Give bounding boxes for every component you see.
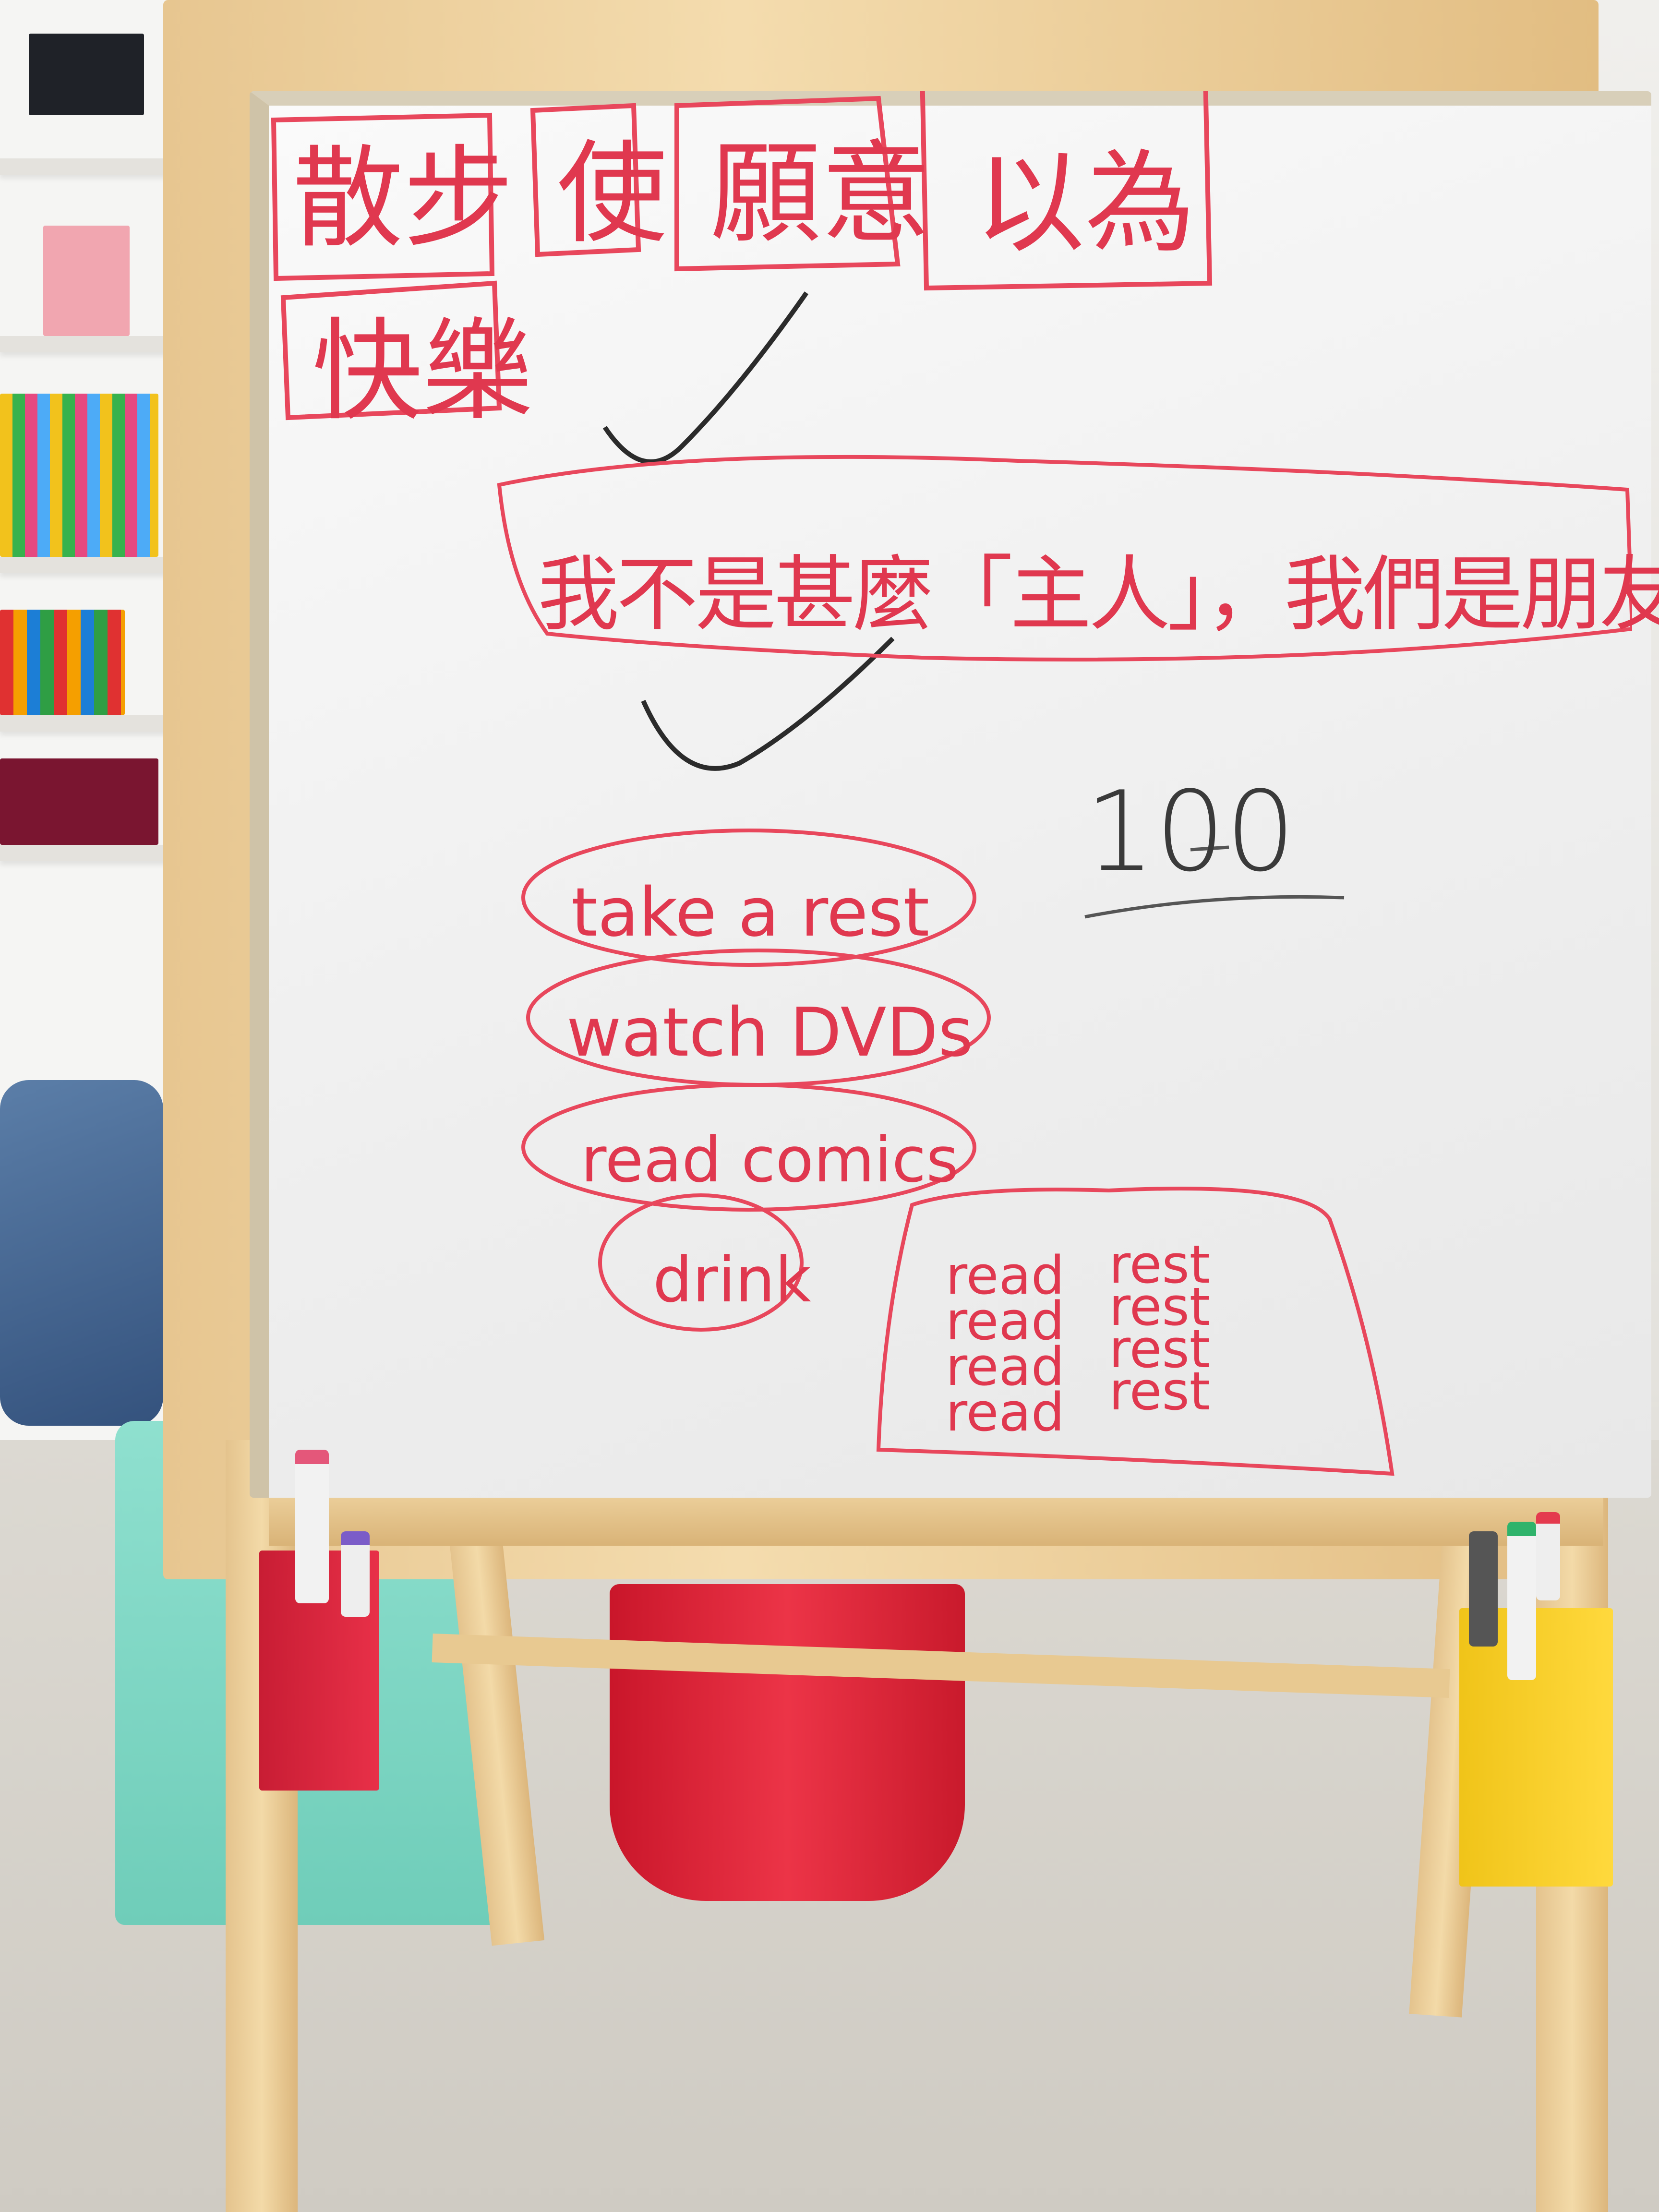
- marker-pen[interactable]: [341, 1531, 370, 1617]
- cjk-word: 願意: [710, 130, 932, 258]
- practice-word: read: [946, 1336, 1065, 1397]
- word-box-outline: [920, 91, 1213, 291]
- cjk-word: 散步: [293, 135, 514, 263]
- phrase-text: watch DVDs: [566, 994, 974, 1072]
- marker-pen[interactable]: [1469, 1531, 1498, 1647]
- cjk-word: 快樂: [312, 308, 533, 436]
- book-row: [0, 394, 158, 557]
- practice-word: rest: [1109, 1360, 1210, 1422]
- shelf-board: [0, 158, 173, 175]
- score-dash: [1190, 845, 1229, 852]
- sentence-text: 我不是甚麼「主人」，我們是朋友: [538, 547, 1659, 642]
- cjk-word: 以為: [974, 140, 1196, 268]
- box-item: [29, 34, 144, 115]
- score-text: 100: [1085, 768, 1296, 896]
- book: [43, 226, 130, 336]
- marker-pen[interactable]: [1507, 1522, 1536, 1680]
- phrase-oval: [521, 829, 976, 967]
- whiteboard: 散步 使 願意 以為 快樂 我不是甚麼「主人」，我們是朋友 take a res…: [250, 91, 1659, 1498]
- practice-word: read: [946, 1290, 1065, 1352]
- practice-word: rest: [1109, 1318, 1210, 1380]
- yellow-marker-cup: [1459, 1608, 1613, 1887]
- whiteboard-markings: [271, 91, 1632, 1476]
- word-box-outline: [674, 96, 901, 272]
- bag: [0, 758, 158, 845]
- check-mark: [641, 637, 895, 771]
- practice-word: rest: [1109, 1234, 1210, 1295]
- shelf-board: [0, 845, 173, 861]
- practice-word: read: [946, 1245, 1065, 1306]
- phrase-oval: [598, 1193, 804, 1332]
- sentence-bubble-outline: [497, 455, 1632, 661]
- word-box-outline: [280, 280, 502, 421]
- backpack: [0, 1080, 163, 1426]
- shelf-board: [0, 557, 173, 573]
- marker-pen[interactable]: [1536, 1512, 1560, 1600]
- word-box-outline: [271, 112, 495, 281]
- practice-word: read: [946, 1382, 1065, 1443]
- practice-read-column: read read read read: [946, 1245, 1065, 1443]
- marker-pen[interactable]: [295, 1450, 329, 1603]
- phrase-text: drink: [653, 1243, 811, 1316]
- phrase-text: read comics: [581, 1123, 959, 1196]
- shelf-board: [0, 715, 173, 732]
- score-underline: [1084, 895, 1345, 919]
- book-row: [0, 610, 125, 715]
- red-bucket: [610, 1584, 965, 1901]
- check-mark: [602, 291, 809, 464]
- bookshelf: [0, 0, 177, 1440]
- shelf-board: [0, 336, 173, 352]
- phrase-text: take a rest: [571, 874, 930, 952]
- practice-word: rest: [1109, 1276, 1210, 1337]
- cjk-word: 使: [557, 130, 668, 258]
- word-box-outline: [530, 103, 641, 257]
- practice-box-outline: [876, 1187, 1395, 1476]
- practice-rest-column: rest rest rest rest: [1109, 1234, 1210, 1422]
- phrase-oval: [521, 1083, 976, 1212]
